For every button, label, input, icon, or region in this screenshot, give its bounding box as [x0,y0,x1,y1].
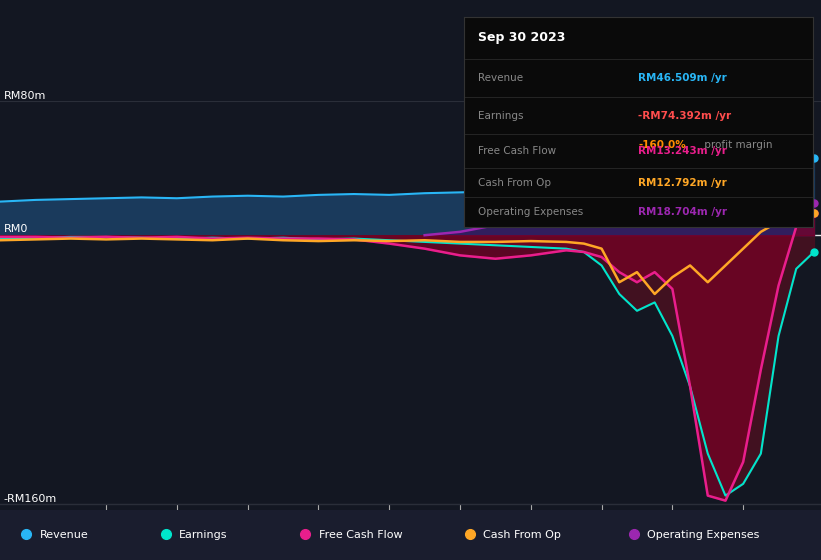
Text: RM46.509m /yr: RM46.509m /yr [639,73,727,83]
Text: Free Cash Flow: Free Cash Flow [319,530,402,540]
Text: Earnings: Earnings [478,110,523,120]
Text: RM12.792m /yr: RM12.792m /yr [639,178,727,188]
Text: Cash From Op: Cash From Op [478,178,551,188]
Text: Sep 30 2023: Sep 30 2023 [478,31,565,44]
Text: Operating Expenses: Operating Expenses [478,207,583,217]
Text: RM18.704m /yr: RM18.704m /yr [639,207,727,217]
Text: Free Cash Flow: Free Cash Flow [478,146,556,156]
Text: Revenue: Revenue [39,530,88,540]
Text: Earnings: Earnings [179,530,227,540]
Text: Cash From Op: Cash From Op [483,530,561,540]
Text: RM13.243m /yr: RM13.243m /yr [639,146,727,156]
Text: -160.0%: -160.0% [639,140,686,150]
Text: -RM74.392m /yr: -RM74.392m /yr [639,110,732,120]
Text: Revenue: Revenue [478,73,523,83]
Text: Operating Expenses: Operating Expenses [647,530,759,540]
Text: profit margin: profit margin [701,140,773,150]
Text: -RM160m: -RM160m [3,494,57,504]
Text: RM0: RM0 [3,225,28,235]
Text: RM80m: RM80m [3,91,46,101]
